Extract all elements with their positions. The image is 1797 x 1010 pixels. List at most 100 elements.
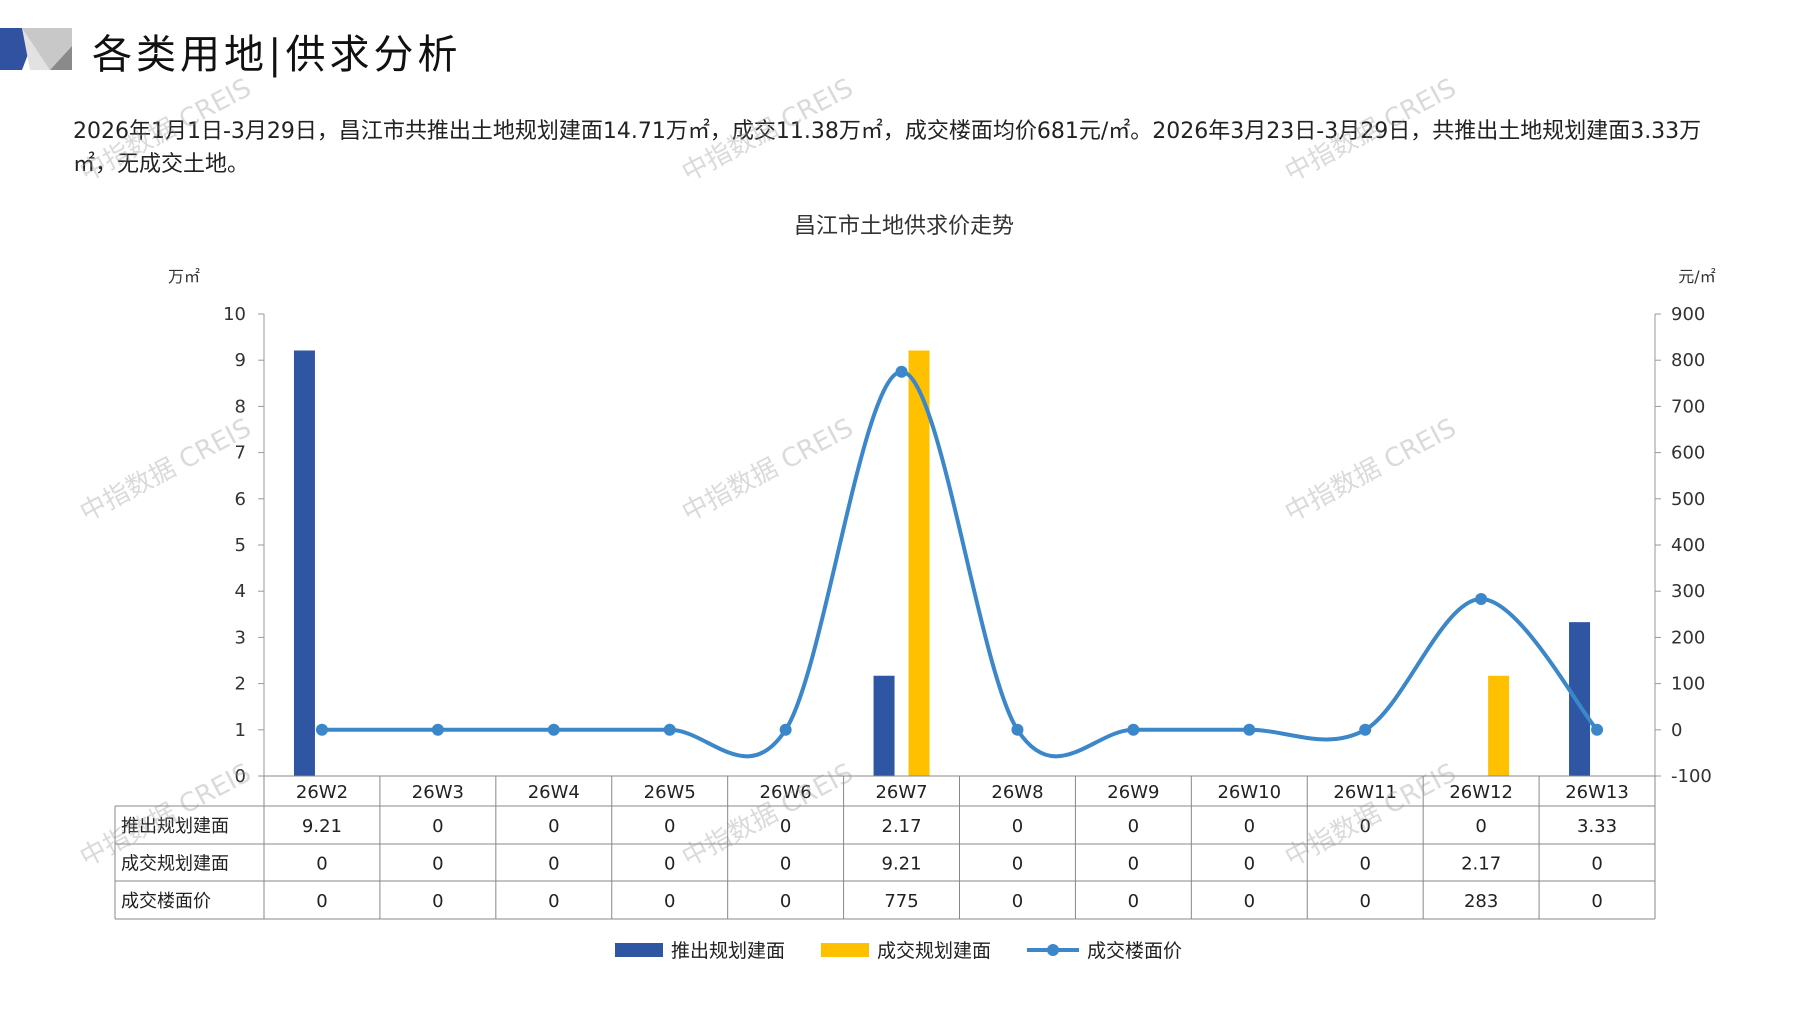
table-cell: 0 <box>1128 891 1139 912</box>
table-cell: 2.17 <box>882 816 922 837</box>
left-tick-label: 4 <box>235 581 246 602</box>
left-axis-unit: 万㎡ <box>168 267 200 286</box>
chart-title: 昌江市土地供求价走势 <box>794 214 1014 239</box>
legend-item-supply[interactable]: 推出规划建面 <box>614 936 785 963</box>
table-cell: 0 <box>1359 816 1370 837</box>
category-label: 26W5 <box>644 782 696 803</box>
price-point-26W8[interactable] <box>1011 723 1024 736</box>
table-cell: 0 <box>548 891 559 912</box>
table-cell: 0 <box>548 854 559 875</box>
table-cell: 0 <box>1244 854 1255 875</box>
price-point-26W7[interactable] <box>895 365 908 378</box>
price-point-26W12[interactable] <box>1475 593 1488 606</box>
table-cell: 0 <box>1475 816 1486 837</box>
left-tick-label: 3 <box>235 627 246 648</box>
left-tick-label: 10 <box>223 304 246 325</box>
table-row-header: 推出规划建面 <box>121 816 229 837</box>
price-point-26W3[interactable] <box>431 723 444 736</box>
table-cell: 0 <box>664 816 675 837</box>
price-point-26W4[interactable] <box>547 723 560 736</box>
price-point-26W2[interactable] <box>315 723 328 736</box>
right-tick-label: 0 <box>1671 720 1682 741</box>
table-cell: 0 <box>1591 854 1602 875</box>
table-cell: 0 <box>432 816 443 837</box>
right-tick-label: 400 <box>1671 535 1705 556</box>
bar-26W13-supply[interactable] <box>1569 622 1591 776</box>
page-title: 各类用地|供求分析 <box>92 32 462 78</box>
table-cell: 9.21 <box>882 854 922 875</box>
summary-text: 2026年1月1日-3月29日，昌江市共推出土地规划建面14.71万㎡，成交11… <box>73 119 1702 177</box>
right-axis-unit: 元/㎡ <box>1678 267 1715 286</box>
legend-swatch-supply <box>614 942 663 957</box>
category-label: 26W10 <box>1217 782 1281 803</box>
table-cell: 9.21 <box>302 816 342 837</box>
table-row-header: 成交规划建面 <box>121 854 229 875</box>
right-tick-label: 600 <box>1671 443 1705 464</box>
table-cell: 0 <box>1012 891 1023 912</box>
price-point-26W13[interactable] <box>1591 723 1604 736</box>
category-label: 26W13 <box>1565 782 1629 803</box>
right-tick-label: -100 <box>1671 766 1712 787</box>
table-cell: 0 <box>316 854 327 875</box>
legend-label: 推出规划建面 <box>670 940 785 962</box>
left-tick-label: 1 <box>235 720 246 741</box>
bar-26W7-deal[interactable] <box>908 350 930 776</box>
category-label: 26W9 <box>1107 782 1159 803</box>
category-label: 26W8 <box>991 782 1043 803</box>
category-label: 26W2 <box>296 782 348 803</box>
category-label: 26W7 <box>875 782 927 803</box>
table-cell: 2.17 <box>1461 854 1501 875</box>
price-line <box>321 369 1599 759</box>
category-label: 26W6 <box>760 782 812 803</box>
price-point-26W9[interactable] <box>1127 723 1140 736</box>
table-cell: 0 <box>1359 854 1370 875</box>
right-tick-label: 100 <box>1671 674 1705 695</box>
price-point-26W10[interactable] <box>1243 723 1256 736</box>
table-cell: 0 <box>1128 816 1139 837</box>
table-cell: 0 <box>316 891 327 912</box>
legend-label: 成交规划建面 <box>876 940 991 962</box>
left-tick-label: 7 <box>235 443 246 464</box>
price-point-26W5[interactable] <box>663 723 676 736</box>
table-cell: 0 <box>1244 891 1255 912</box>
right-tick-label: 200 <box>1671 627 1705 648</box>
table-cell: 0 <box>780 891 791 912</box>
category-label: 26W11 <box>1333 782 1397 803</box>
table-cell: 0 <box>1591 891 1602 912</box>
legend-swatch-price <box>1027 943 1079 956</box>
table-cell: 0 <box>780 854 791 875</box>
right-tick-label: 300 <box>1671 581 1705 602</box>
chart-legend: 推出规划建面 成交规划建面 成交楼面价 <box>0 936 1797 963</box>
category-label: 26W4 <box>528 782 580 803</box>
right-tick-label: 700 <box>1671 396 1705 417</box>
bar-26W12-deal[interactable] <box>1488 675 1510 776</box>
category-label: 26W3 <box>412 782 464 803</box>
table-cell: 775 <box>884 891 918 912</box>
table-cell: 0 <box>1359 891 1370 912</box>
bar-26W2-supply[interactable] <box>293 350 315 776</box>
price-point-26W6[interactable] <box>779 723 792 736</box>
table-cell: 0 <box>432 854 443 875</box>
left-tick-label: 8 <box>235 396 246 417</box>
table-cell: 0 <box>548 816 559 837</box>
right-tick-label: 500 <box>1671 489 1705 510</box>
left-tick-label: 5 <box>235 535 246 556</box>
table-cell: 0 <box>664 891 675 912</box>
left-tick-label: 6 <box>235 489 246 510</box>
legend-label: 成交楼面价 <box>1087 940 1183 962</box>
header-banner-icon <box>0 28 72 70</box>
table-cell: 283 <box>1464 891 1498 912</box>
price-point-26W11[interactable] <box>1359 723 1372 736</box>
table-cell: 0 <box>1244 816 1255 837</box>
left-tick-label: 9 <box>235 350 246 371</box>
legend-item-deal[interactable]: 成交规划建面 <box>820 936 991 963</box>
legend-item-price[interactable]: 成交楼面价 <box>1027 936 1182 963</box>
left-tick-label: 2 <box>235 674 246 695</box>
left-tick-label: 0 <box>235 766 246 787</box>
right-tick-label: 800 <box>1671 350 1705 371</box>
table-cell: 0 <box>1012 854 1023 875</box>
table-row-header: 成交楼面价 <box>121 891 211 912</box>
bar-26W7-supply[interactable] <box>873 675 895 776</box>
table-cell: 0 <box>780 816 791 837</box>
right-tick-label: 900 <box>1671 304 1705 325</box>
